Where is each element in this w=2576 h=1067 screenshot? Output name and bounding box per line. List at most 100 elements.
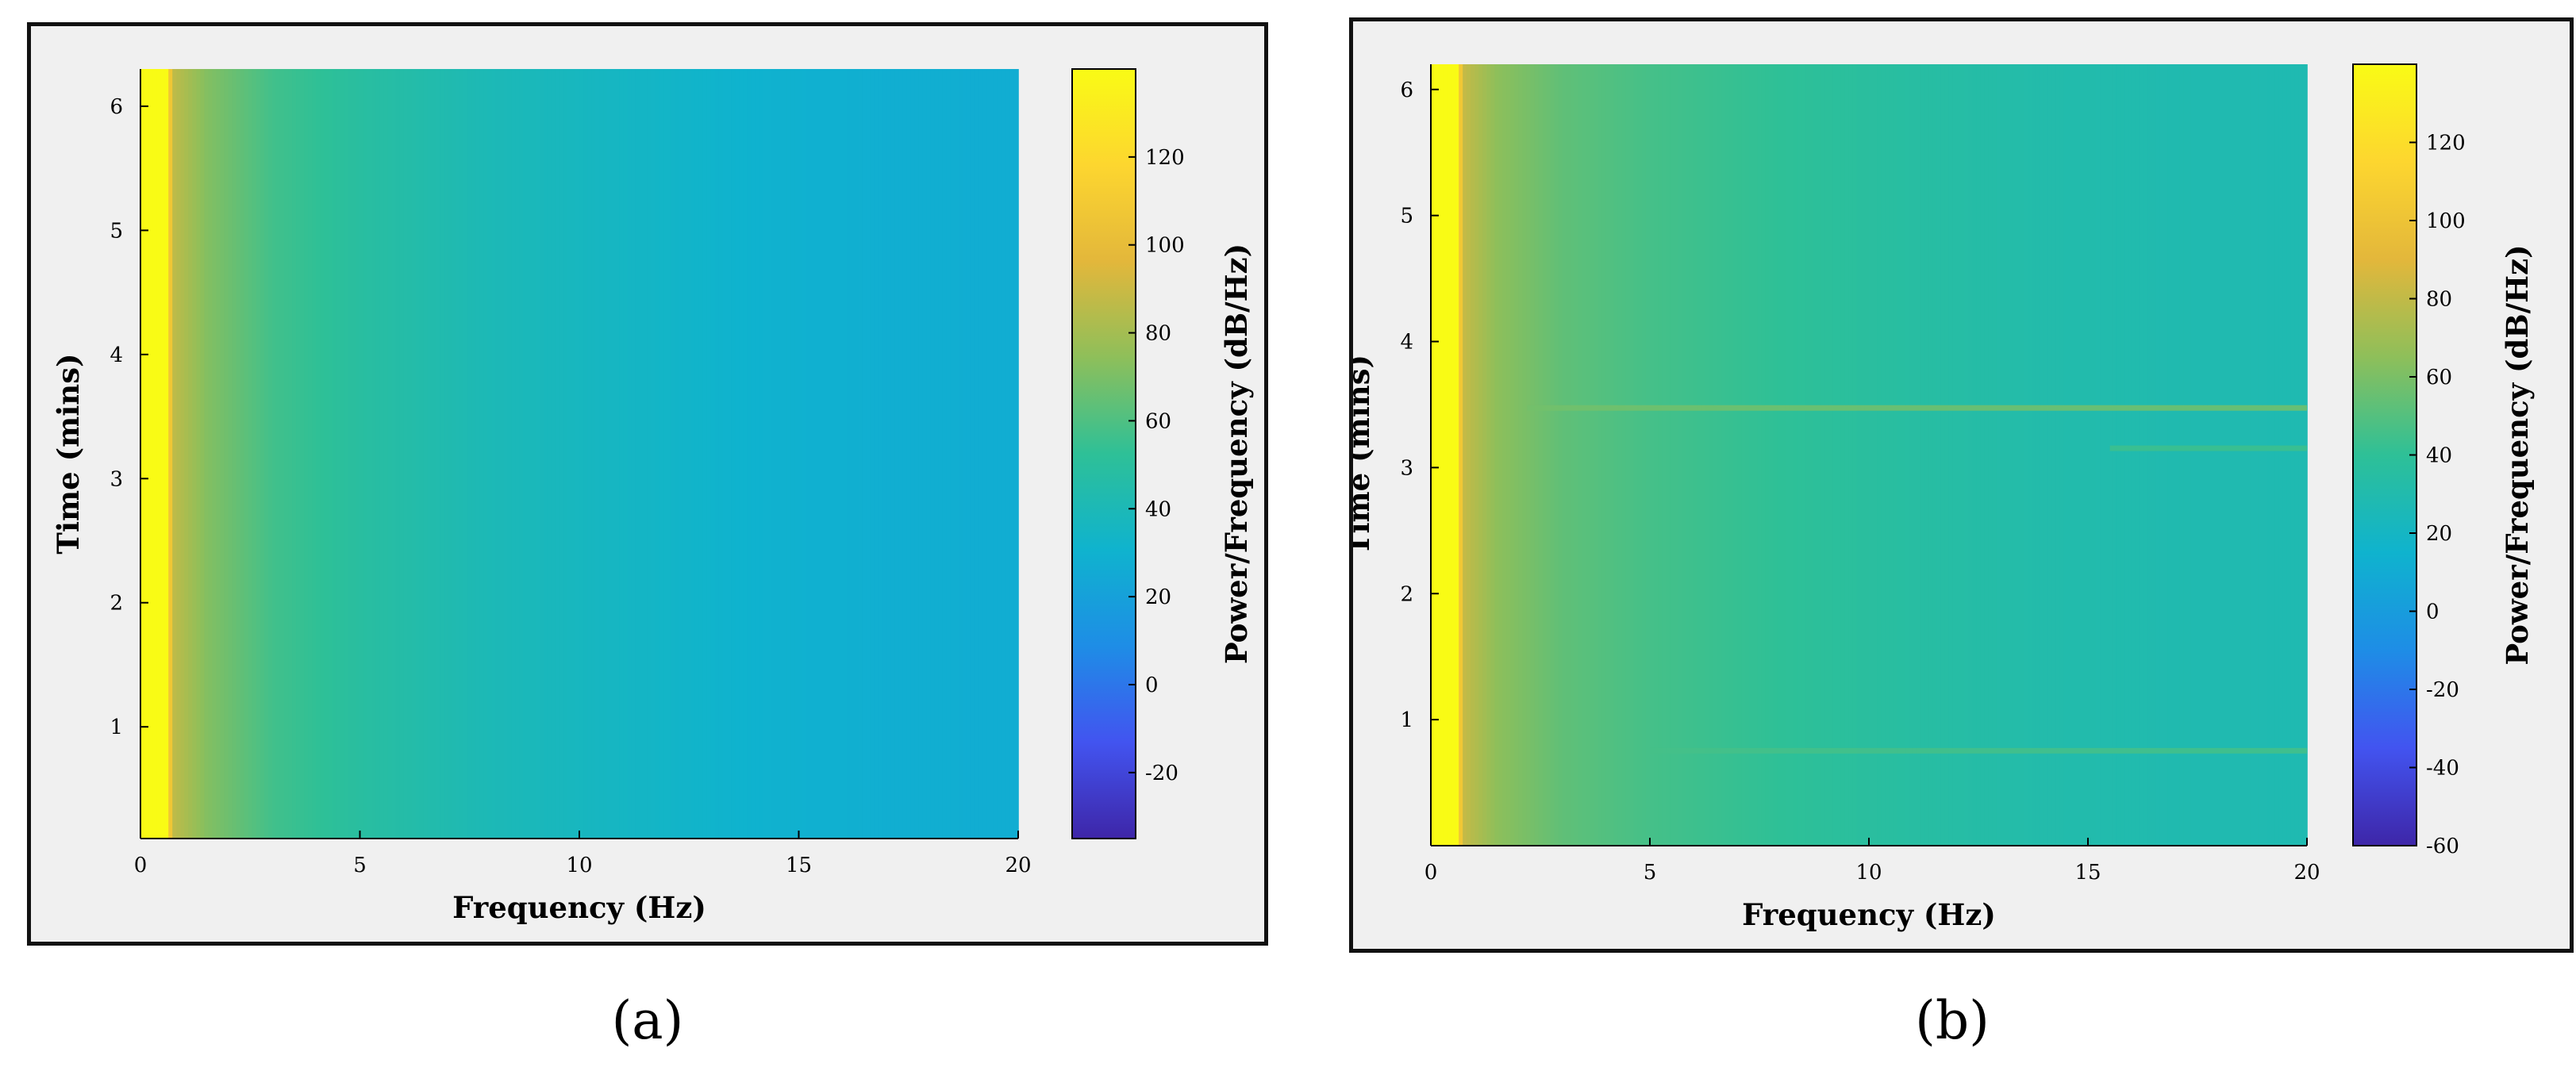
chart-b-heatmap-column [2116, 64, 2120, 846]
chart-b-heatmap-column [1526, 64, 1532, 846]
chart-b-heatmap-column [1686, 64, 1690, 846]
chart-a-heatmap-column [607, 69, 613, 839]
chart-b-heatmap-column [1745, 64, 1751, 846]
chart-b-heatmap-column [1944, 64, 1950, 846]
chart-b-heatmap-column [1924, 64, 1930, 846]
chart-b-heatmap-column [1621, 64, 1627, 846]
chart-a-heatmap-column [698, 69, 704, 839]
chart-b-heatmap-column [1550, 64, 1555, 846]
chart-b-heatmap-column [1741, 64, 1747, 846]
chart-b-heatmap-column [2203, 64, 2209, 846]
chart-b-heatmap-column [1633, 64, 1639, 846]
chart-a-heatmap-column [755, 69, 760, 839]
chart-b-heatmap-column [1976, 64, 1982, 846]
chart-b-heatmap-column [1889, 64, 1894, 846]
chart-b-x-axis-title: Frequency (Hz) [1742, 897, 1996, 932]
chart-a-heatmap-column [308, 69, 313, 839]
caption-a: (a) [611, 990, 684, 1051]
chart-a-heatmap-column [224, 69, 229, 839]
chart-b-heatmap-column [2191, 64, 2197, 846]
chart-a-heatmap-column [415, 69, 421, 839]
chart-a-heatmap-column [771, 69, 776, 839]
chart-a-heatmap-column [531, 69, 536, 839]
chart-b-heatmap-column [1518, 64, 1524, 846]
chart-a-heatmap-column [679, 69, 684, 839]
chart-a-heatmap-column [188, 69, 194, 839]
chart-b-heatmap-column [2211, 64, 2217, 846]
chart-b-heatmap-column [2083, 64, 2089, 846]
chart-a-heatmap-column [324, 69, 329, 839]
chart-b-x-tick-label: 0 [1424, 861, 1438, 885]
chart-b-heatmap-column [1856, 64, 1862, 846]
chart-a-heatmap-column [763, 69, 768, 839]
chart-b-heatmap-column [1650, 64, 1655, 846]
chart-a-y-tick-label: 4 [110, 344, 123, 367]
chart-a-colorbar-tick-label: 60 [1145, 409, 1171, 433]
chart-b-heatmap-column [1901, 64, 1905, 846]
chart-a-heatmap-column [667, 69, 672, 839]
chart-b-heatmap-column [2071, 64, 2077, 846]
chart-a-heatmap-column [694, 69, 700, 839]
chart-a-heatmap-column [491, 69, 497, 839]
chart-a-heatmap-column [886, 69, 891, 839]
chart-b-heatmap-column [2282, 64, 2288, 846]
chart-b-heatmap-column [1737, 64, 1743, 846]
chart-b-y-tick-label: 1 [1400, 708, 1413, 732]
chart-b-heatmap-column [2266, 64, 2272, 846]
chart-a-heatmap-column [631, 69, 636, 839]
chart-b-heatmap-column [1494, 64, 1500, 846]
chart-b-heatmap-column [2259, 64, 2264, 846]
chart-a-heatmap-column [471, 69, 477, 839]
chart-b-heatmap-column [1578, 64, 1583, 846]
chart-b-heatmap-column [1582, 64, 1587, 846]
chart-b-heatmap-column [2088, 64, 2093, 846]
chart-a-heatmap-column [846, 69, 852, 839]
chart-b-heatmap-column [1467, 64, 1471, 846]
chart-a-heatmap-column [659, 69, 664, 839]
chart-b-heatmap-column [1844, 64, 1850, 846]
chart-b-heatmap-column [1940, 64, 1946, 846]
chart-a-heatmap-column [735, 69, 740, 839]
chart-b-heatmap-column [1637, 64, 1643, 846]
chart-b-heatmap-column [1781, 64, 1786, 846]
chart-a-heatmap-column [463, 69, 469, 839]
chart-a-heatmap-column [1005, 69, 1011, 839]
chart-a-colorbar-title: Power/Frequency (dB/Hz) [1219, 244, 1254, 664]
chart-a-heatmap-column [875, 69, 879, 839]
chart-b-heatmap-column [1645, 64, 1651, 846]
chart-a-heatmap-column [906, 69, 912, 839]
chart-a-heatmap-column [395, 69, 401, 839]
chart-b-heatmap-column [1482, 64, 1488, 846]
chart-b-heatmap-column [1451, 64, 1455, 846]
chart-a-heatmap-column [483, 69, 489, 839]
chart-b-heatmap-column [2294, 64, 2300, 846]
chart-a-heatmap-column [411, 69, 417, 839]
chart-b-heatmap-column [1522, 64, 1528, 846]
chart-a-heatmap-column [248, 69, 253, 839]
chart-a-heatmap-column [263, 69, 269, 839]
chart-a-y-axis-title: Time (mins) [51, 353, 86, 554]
chart-a-heatmap-column [144, 69, 149, 839]
chart-a-heatmap-column [858, 69, 863, 839]
chart-a-heatmap-column [236, 69, 241, 839]
chart-b-heatmap-column [1586, 64, 1591, 846]
chart-b-heatmap-column [2243, 64, 2248, 846]
chart-a-heatmap-column [870, 69, 875, 839]
chart-b-heatmap-column [2008, 64, 2013, 846]
chart-b-heatmap-column [1574, 64, 1579, 846]
chart-b-heatmap-column [2227, 64, 2232, 846]
chart-b-heatmap-column [1980, 64, 1986, 846]
chart-b-heatmap-column [1757, 64, 1763, 846]
chart-b-heatmap-column [1534, 64, 1540, 846]
chart-b-heatmap-column [1956, 64, 1962, 846]
chart-a-heatmap-column [164, 69, 169, 839]
chart-b-heatmap-column [1486, 64, 1492, 846]
spectrogram-panel-b: 0 5 10 15 20 1 2 3 4 5 6 Frequency (Hz) Time (mins) -… [1349, 17, 2574, 953]
chart-b-heatmap-column [2020, 64, 2025, 846]
chart-a-heatmap-column [359, 69, 365, 839]
chart-a-heatmap-column [779, 69, 784, 839]
chart-b-heatmap-column [1694, 64, 1699, 846]
chart-b-heatmap-column [1960, 64, 1966, 846]
chart-b-heatmap-column [1805, 64, 1810, 846]
chart-a-colorbar-tick-label: -20 [1145, 762, 1178, 785]
